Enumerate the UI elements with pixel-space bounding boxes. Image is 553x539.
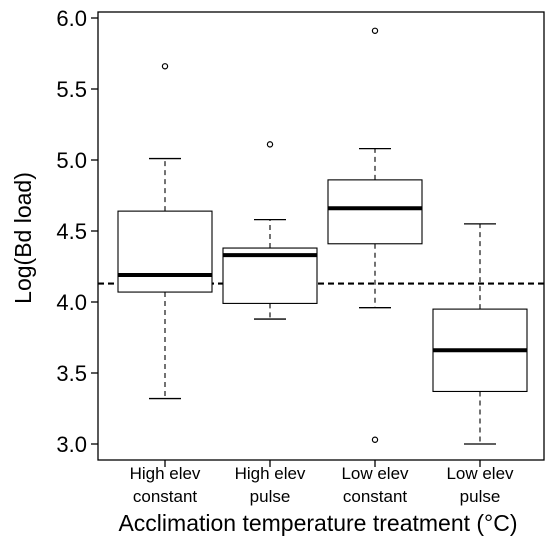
x-tick-label-line1: Low elev xyxy=(341,464,409,483)
iqr-box xyxy=(222,247,318,304)
x-tick-label-line1: High elev xyxy=(130,464,201,483)
outlier-point xyxy=(371,27,379,34)
y-tick-label: 3.5 xyxy=(56,361,87,386)
x-tick-label-line2: constant xyxy=(343,487,408,506)
y-axis-title: Log(Bd load) xyxy=(10,172,36,304)
plot-frame xyxy=(97,11,545,461)
iqr-box xyxy=(117,210,213,293)
x-tick-label-line2: pulse xyxy=(250,487,291,506)
y-tick-label: 4.0 xyxy=(56,290,87,315)
y-tick-label: 6.0 xyxy=(56,6,87,31)
y-tick-label: 5.0 xyxy=(56,148,87,173)
outlier-point xyxy=(371,436,379,443)
plot-area: 3.0 3.5 4.0 4.5 5.0 5.5 6.0 High elev constant Hi… xyxy=(56,6,545,506)
x-tick-label-line1: High elev xyxy=(235,464,306,483)
x-tick-label-line2: pulse xyxy=(460,487,501,506)
y-tick-label: 5.5 xyxy=(56,77,87,102)
outlier-point xyxy=(161,63,169,70)
x-tick-label-line1: Low elev xyxy=(446,464,514,483)
outlier-point xyxy=(266,141,274,148)
y-tick-label: 4.5 xyxy=(56,219,87,244)
iqr-box xyxy=(327,179,423,245)
x-axis-title: Acclimation temperature treatment (°C) xyxy=(118,510,517,536)
y-tick-label: 3.0 xyxy=(56,432,87,457)
x-tick-label-line2: constant xyxy=(133,487,198,506)
